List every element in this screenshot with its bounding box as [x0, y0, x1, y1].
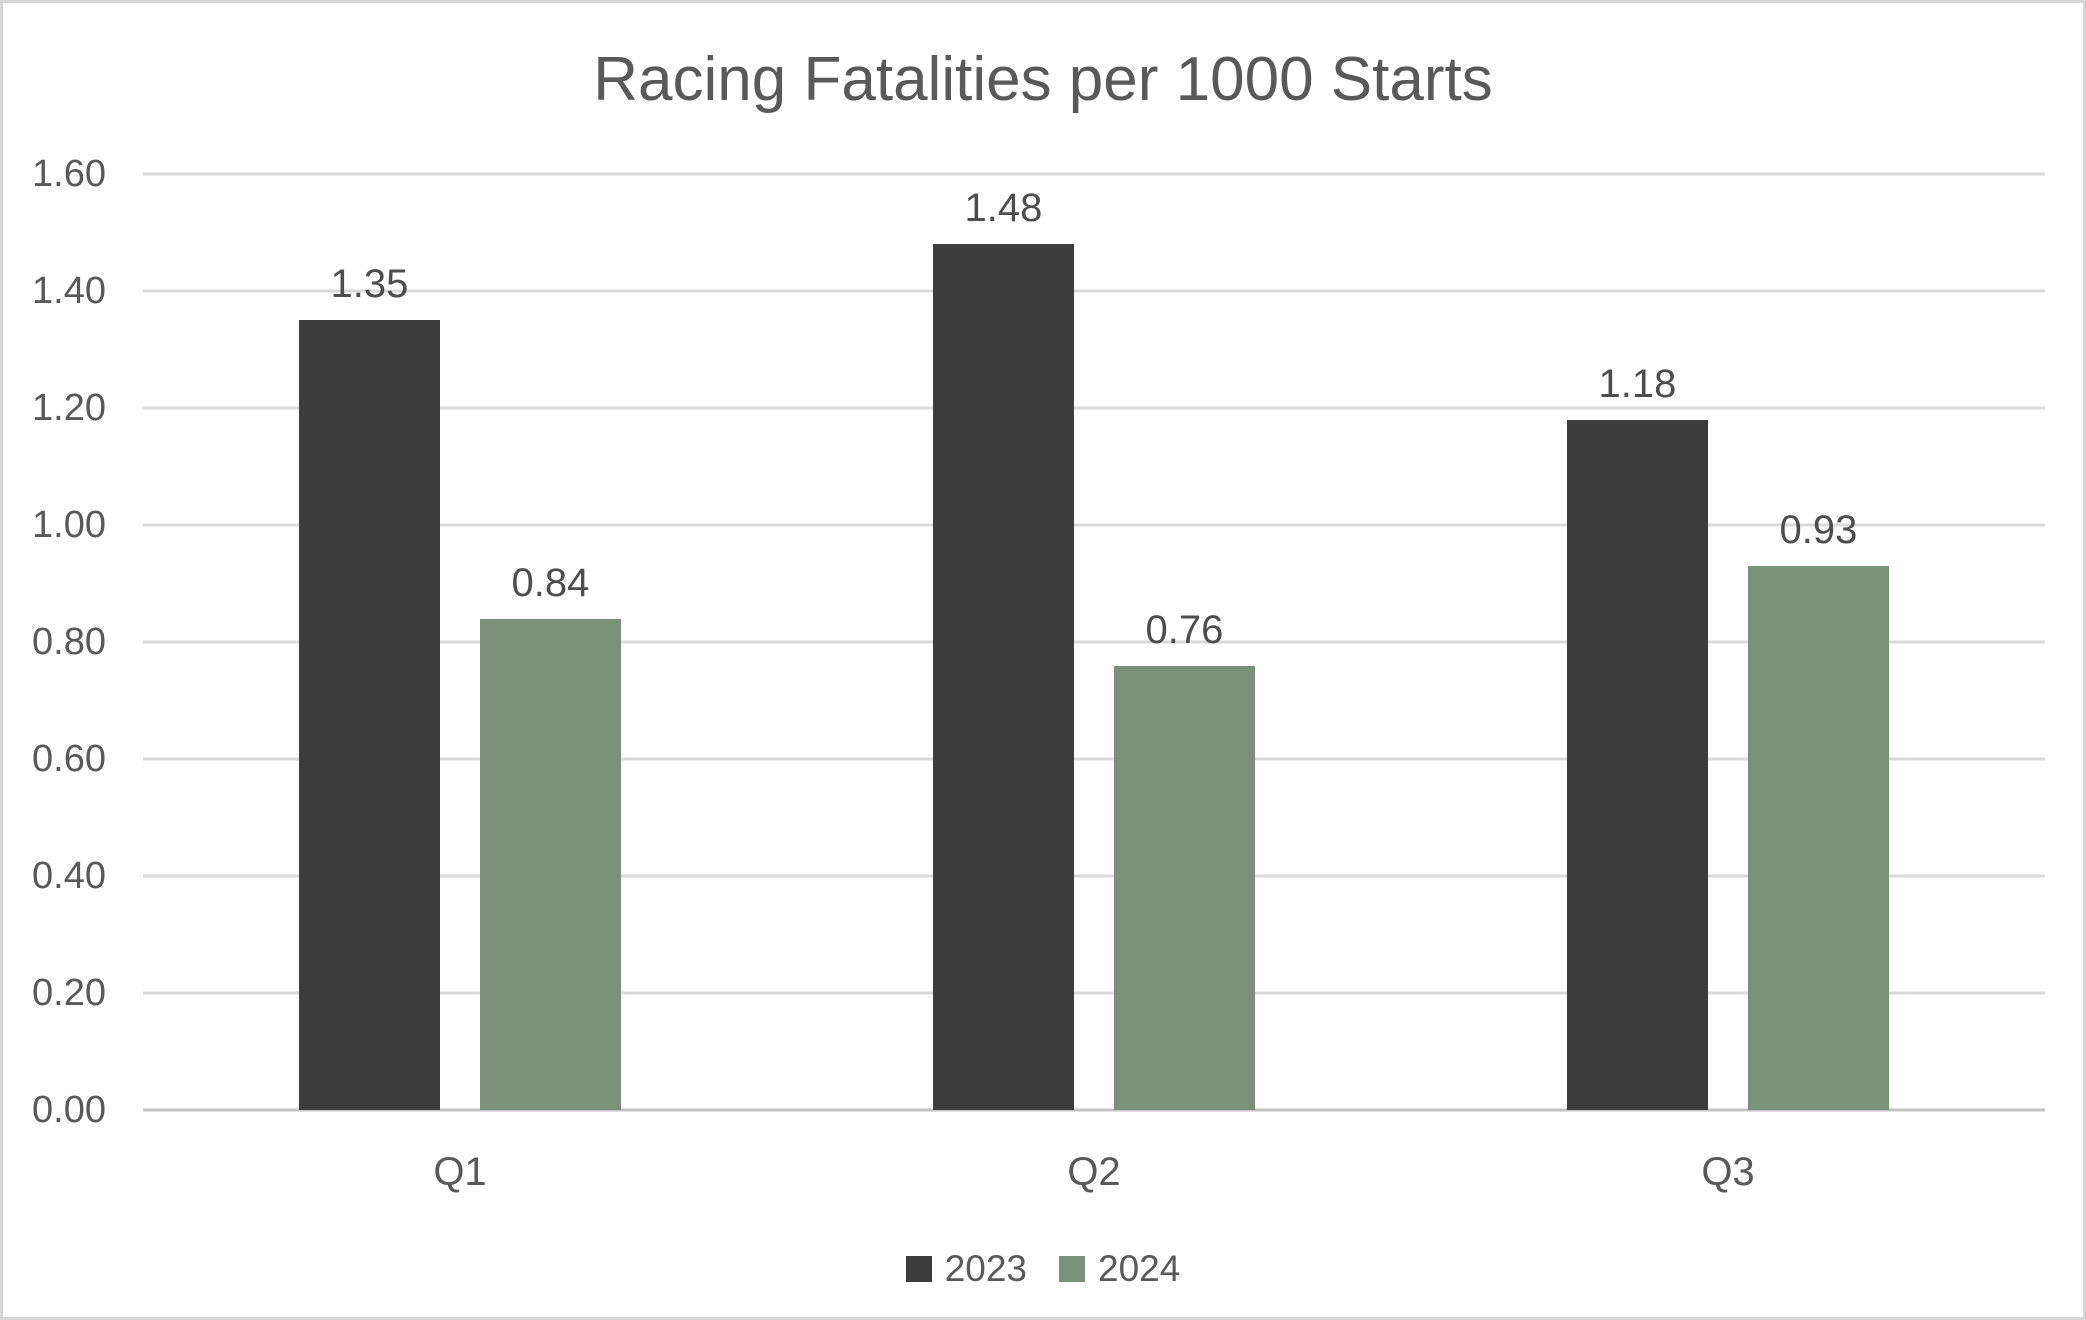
gridline	[143, 640, 2045, 644]
legend-label: 2023	[944, 1248, 1027, 1290]
y-tick-label: 0.60	[32, 738, 106, 781]
bar-fill	[1566, 419, 1708, 1111]
gridline	[143, 991, 2045, 995]
bar-2024-q2: 0.76	[1113, 610, 1255, 1111]
bar-value-label: 1.48	[964, 186, 1043, 231]
y-tick-label: 0.20	[32, 972, 106, 1015]
gridline	[143, 172, 2045, 176]
y-tick-label: 1.60	[32, 153, 106, 196]
gridline	[143, 523, 2045, 527]
bar-value-label: 0.93	[1779, 508, 1858, 553]
y-tick-label: 0.40	[32, 855, 106, 898]
x-tick-label-q1: Q1	[433, 1150, 487, 1195]
bar-value-label: 1.35	[330, 262, 409, 307]
legend-label: 2024	[1098, 1248, 1181, 1290]
legend-item-2024: 2024	[1059, 1250, 1180, 1287]
bar-fill	[932, 244, 1074, 1111]
bar-fill	[1747, 566, 1889, 1111]
legend-swatch-2023	[905, 1255, 932, 1282]
gridline	[143, 757, 2045, 761]
plot-area: 1.35 0.84 1.48 0.76 1.18 0.93	[143, 172, 2045, 1112]
bar-group-q2: 1.48 0.76	[777, 174, 1411, 1111]
bar-value-label: 1.18	[1598, 361, 1677, 406]
bar-fill	[298, 320, 440, 1111]
chart-title: Racing Fatalities per 1000 Starts	[593, 45, 1493, 114]
chart-body: 0.00 0.20 0.40 0.60 0.80 1.00 1.20 1.40 1.60 1.3…	[3, 155, 2045, 1129]
gridline	[143, 406, 2045, 410]
bar-2024-q3: 0.93	[1747, 510, 1889, 1111]
legend-item-2023: 2023	[905, 1248, 1027, 1290]
bar-fill	[1113, 665, 1255, 1111]
y-tick-label: 0.80	[32, 621, 106, 664]
x-tick-label-q2: Q2	[1067, 1150, 1121, 1195]
gridline	[143, 289, 2045, 293]
legend: 2023 2024	[3, 1250, 2083, 1287]
bar-2023-q2: 1.48	[932, 188, 1074, 1111]
x-axis: Q1 Q2 Q3	[143, 1152, 2045, 1192]
y-tick-label: 0.00	[32, 1089, 106, 1132]
x-tick-label-q3: Q3	[1701, 1150, 1755, 1195]
y-tick-label: 1.00	[32, 504, 106, 547]
bar-2024-q1: 0.84	[479, 563, 621, 1111]
bar-group-q3: 1.18 0.93	[1411, 174, 2045, 1111]
y-axis: 0.00 0.20 0.40 0.60 0.80 1.00 1.20 1.40 1.60	[3, 155, 143, 1129]
bar-fill	[479, 618, 621, 1111]
y-tick-label: 1.40	[32, 270, 106, 313]
bar-group-q1: 1.35 0.84	[143, 174, 777, 1111]
y-tick-label: 1.20	[32, 387, 106, 430]
bar-value-label: 0.76	[1145, 607, 1224, 652]
bar-value-label: 0.84	[511, 560, 590, 605]
x-axis-line	[143, 1108, 2045, 1112]
gridline	[143, 874, 2045, 878]
legend-swatch-2024	[1059, 1255, 1085, 1282]
bar-2023-q1: 1.35	[298, 264, 440, 1111]
bar-2023-q3: 1.18	[1566, 364, 1708, 1111]
